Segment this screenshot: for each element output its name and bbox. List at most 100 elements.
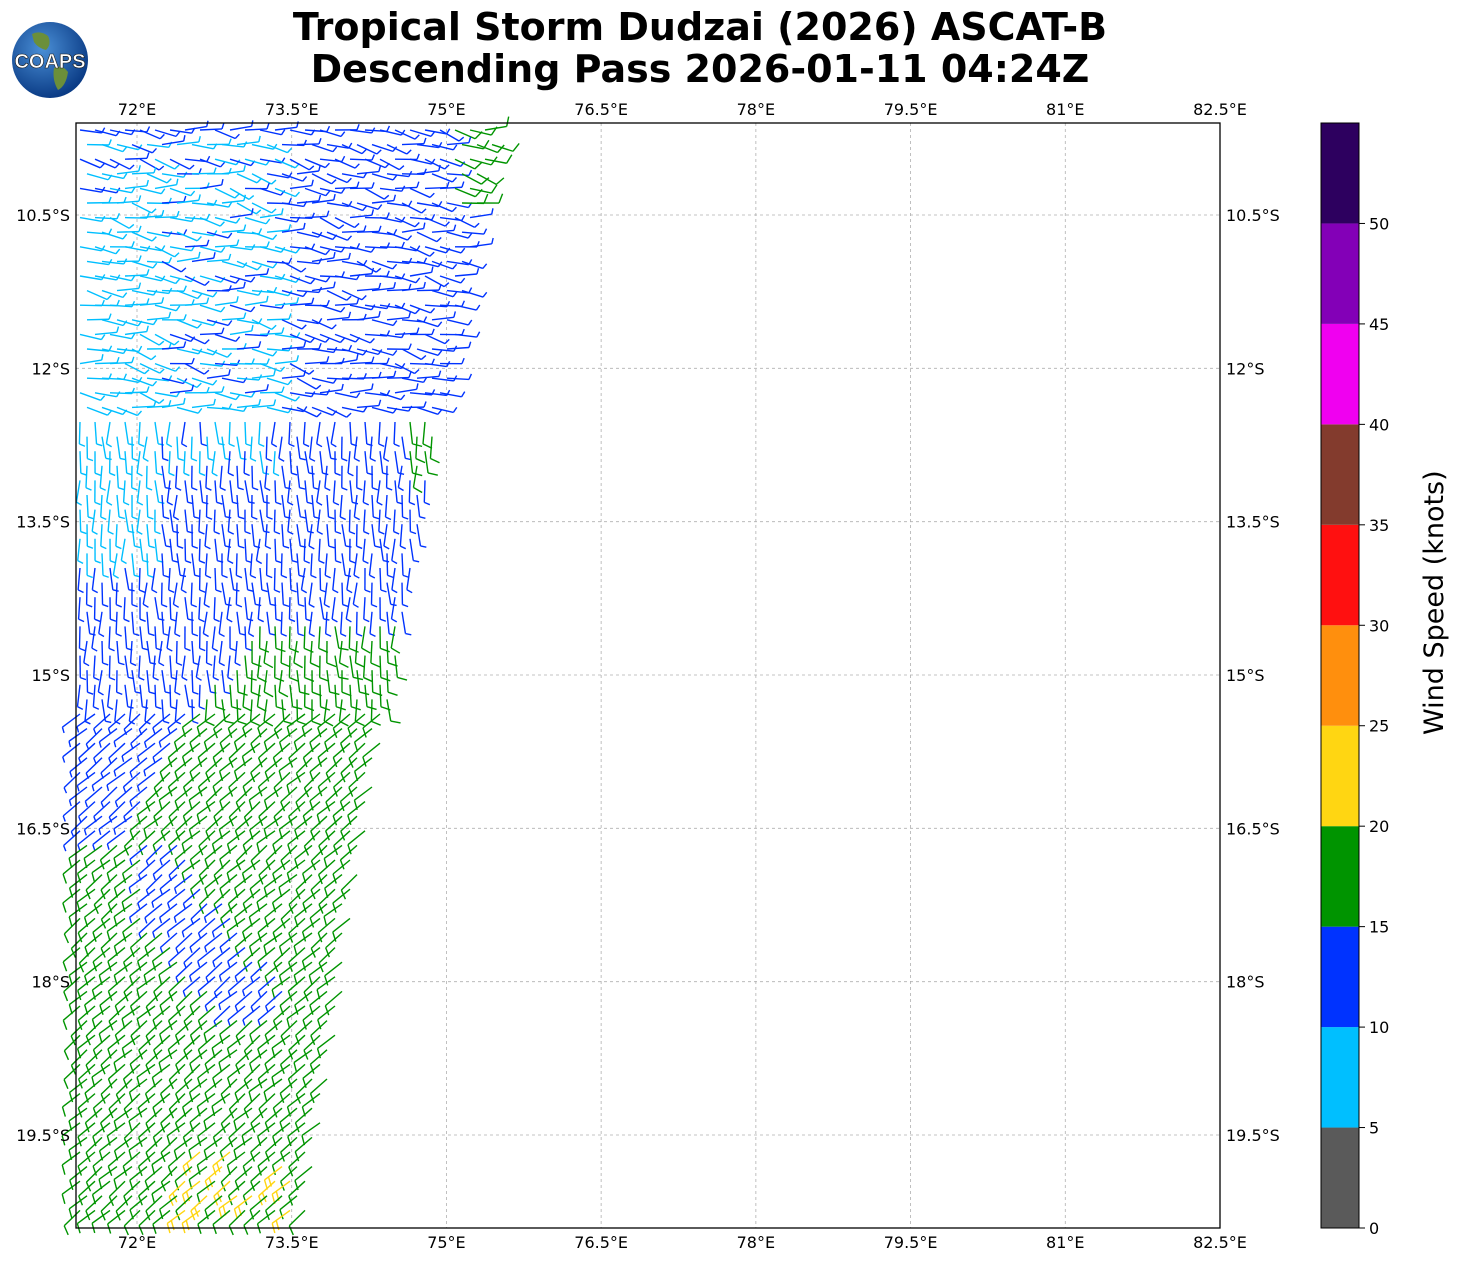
wind-barb [364,187,390,200]
wind-barb [401,611,412,636]
wind-barb [158,640,165,667]
wind-barb [68,990,88,1015]
wind-barb [371,494,380,520]
wind-barb [446,341,472,350]
wind-barb [341,143,367,155]
wind-barb [227,655,234,681]
wind-barb [61,713,81,734]
wind-barb [218,990,238,1011]
wind-barb [214,275,241,284]
lat-tick-left: 10.5°S [16,206,70,225]
wind-barb [100,786,118,809]
wind-barb [431,202,457,213]
wind-barb [143,728,163,749]
wind-barb [397,465,404,492]
wind-barb [289,179,314,190]
wind-barb [326,231,353,241]
wind-barb [204,1049,223,1074]
wind-barb [409,328,435,336]
wind-barb [146,494,154,520]
lon-tick-top: 76.5°E [574,100,628,119]
wind-barb [86,196,112,204]
wind-barb [394,181,420,190]
wind-barb [279,1078,298,1103]
wind-barb [191,640,200,666]
wind-barb [340,436,348,462]
wind-barb [128,903,148,924]
wind-barb [330,421,337,448]
wind-barb [324,728,343,752]
wind-barb [317,859,336,885]
wind-barb [401,582,409,608]
wind-barb [347,713,366,738]
wind-barb [78,1180,96,1206]
wind-barb [281,289,308,298]
wind-barb [145,990,163,1017]
wind-barb [214,392,241,401]
wind-barb [145,1107,163,1133]
wind-barb [371,319,398,327]
wind-barb [250,1136,268,1162]
wind-barb [122,917,141,942]
wind-barb [218,1049,238,1073]
wind-barb [228,771,246,797]
wind-barb [289,567,297,593]
wind-barb [356,310,381,321]
wind-barb [289,158,315,171]
wind-barb [476,173,505,185]
wind-barb [161,285,187,292]
wind-barb [386,200,413,207]
wind-barb [401,494,409,520]
wind-barb [131,289,158,296]
wind-barb [101,143,128,153]
wind-barb [214,296,239,306]
wind-barb [109,597,117,622]
wind-barb [341,259,368,267]
wind-barb [303,538,311,564]
wind-barb [199,178,224,190]
wind-barb [401,553,409,578]
wind-barb [349,655,364,681]
wind-barb [136,509,143,535]
wind-barb [234,903,253,928]
wind-barb [168,451,175,477]
wind-barb [213,1005,231,1027]
wind-barb [159,874,178,895]
wind-barb [349,356,375,365]
wind-barb [205,465,212,491]
colorbar-tick: 0 [1369,1219,1379,1238]
wind-barb [241,917,261,942]
wind-barb [251,231,278,241]
colorbar-bin [1321,123,1359,224]
wind-barb [349,209,375,219]
wind-barb [273,947,291,973]
wind-barb [296,164,321,175]
wind-barb [362,713,381,738]
wind-barb [234,961,253,983]
wind-barb [363,597,370,623]
wind-barb [109,275,136,282]
lon-tick-bottom: 72°E [118,1233,156,1252]
wind-barb [280,786,298,812]
wind-barb [244,123,270,131]
wind-barb [212,1209,231,1235]
wind-barb [304,275,331,283]
wind-barb [106,1122,126,1146]
wind-barb [311,143,338,153]
wind-barb [296,494,307,519]
wind-barb [371,173,398,181]
wind-barb [401,348,427,361]
wind-barb [83,844,103,869]
wind-barb [296,342,322,350]
wind-barb [257,976,276,998]
wind-barb [128,699,136,725]
wind-barb [304,509,314,534]
wind-barb [205,757,223,783]
wind-barb [259,362,286,373]
wind-barb [116,282,142,292]
wind-barb [197,742,216,768]
wind-barb [296,611,305,637]
wind-barb [274,655,285,682]
wind-barb [106,859,126,883]
wind-barb [107,509,114,535]
